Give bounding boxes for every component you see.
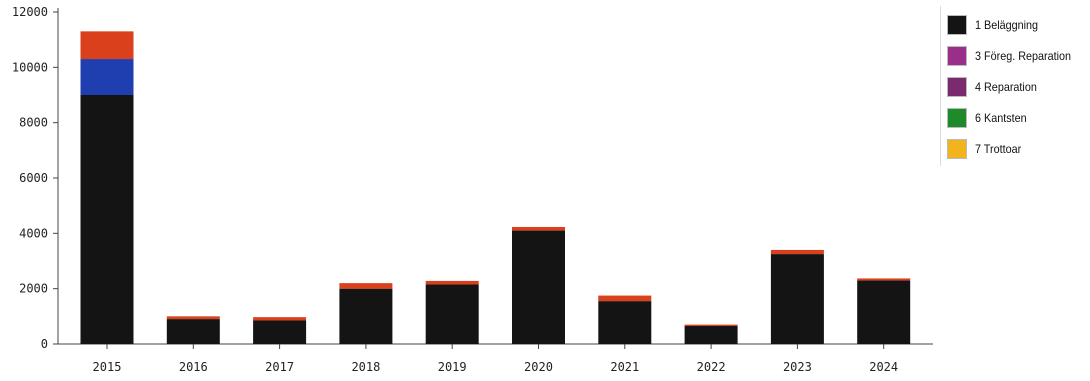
legend-label-3: 4 Reparation	[975, 80, 1037, 94]
y-tick-label: 12000	[12, 5, 48, 19]
x-tick-label: 2018	[351, 360, 380, 374]
legend-swatch-1	[947, 15, 967, 35]
legend-item-1: 1 Beläggning	[947, 15, 1045, 35]
x-tick-label: 2021	[610, 360, 639, 374]
bar-segment	[80, 95, 134, 344]
x-tick-label: 2023	[783, 360, 812, 374]
chart-ticks: 0 2000 4000 6000 8000 10000 12000 2015 2016 2017 2…	[12, 5, 898, 374]
chart-bars	[80, 31, 911, 344]
bar-segment	[166, 319, 220, 344]
x-tick-label: 2017	[265, 360, 294, 374]
legend-item-2: 3 Föreg. Reparation	[947, 46, 1082, 66]
chart-legend: 1 Beläggning 3 Föreg. Reparation 4 Repar…	[940, 6, 1086, 166]
legend-label-2: 3 Föreg. Reparation	[975, 49, 1072, 63]
bar-segment	[770, 254, 824, 344]
legend-swatch-3	[947, 77, 967, 97]
bar-segment	[339, 288, 393, 344]
bar-segment	[80, 59, 134, 95]
y-tick-label: 2000	[19, 282, 48, 296]
bar-segment	[684, 326, 738, 344]
legend-swatch-4	[947, 108, 967, 128]
bar-segment	[512, 226, 565, 231]
legend-label-4: 6 Kantsten	[975, 111, 1027, 125]
legend-item-3: 4 Reparation	[947, 77, 1044, 97]
legend-label-1: 1 Beläggning	[975, 18, 1039, 32]
x-tick-label: 2019	[438, 360, 467, 374]
legend-label-5: 7 Trottoar	[975, 142, 1022, 156]
bar-segment	[166, 316, 220, 320]
x-tick-label: 2020	[524, 360, 553, 374]
x-tick-label: 2016	[179, 360, 208, 374]
bar-segment	[512, 230, 565, 344]
y-tick-label: 4000	[19, 226, 48, 240]
legend-item-4: 6 Kantsten	[947, 108, 1032, 128]
y-tick-label: 8000	[19, 116, 48, 130]
y-tick-label: 6000	[19, 171, 48, 185]
legend-swatch-5	[947, 139, 967, 159]
bar-segment	[425, 280, 479, 285]
y-tick-label: 0	[41, 337, 48, 351]
bar-segment	[253, 320, 307, 344]
bar-segment	[598, 301, 652, 344]
x-tick-label: 2024	[869, 360, 898, 374]
bar-segment	[425, 284, 479, 344]
bar-segment	[253, 317, 307, 321]
legend-item-5: 7 Trottoar	[947, 139, 1026, 159]
bar-segment	[857, 278, 911, 281]
y-tick-label: 10000	[12, 60, 48, 74]
bar-segment	[684, 324, 738, 327]
x-tick-label: 2015	[93, 360, 122, 374]
bar-segment	[770, 249, 824, 255]
bar-segment	[339, 283, 393, 289]
bar-segment	[857, 280, 911, 344]
x-tick-label: 2022	[697, 360, 726, 374]
bar-segment	[598, 295, 652, 302]
legend-swatch-2	[947, 46, 967, 66]
bar-segment	[80, 31, 134, 60]
